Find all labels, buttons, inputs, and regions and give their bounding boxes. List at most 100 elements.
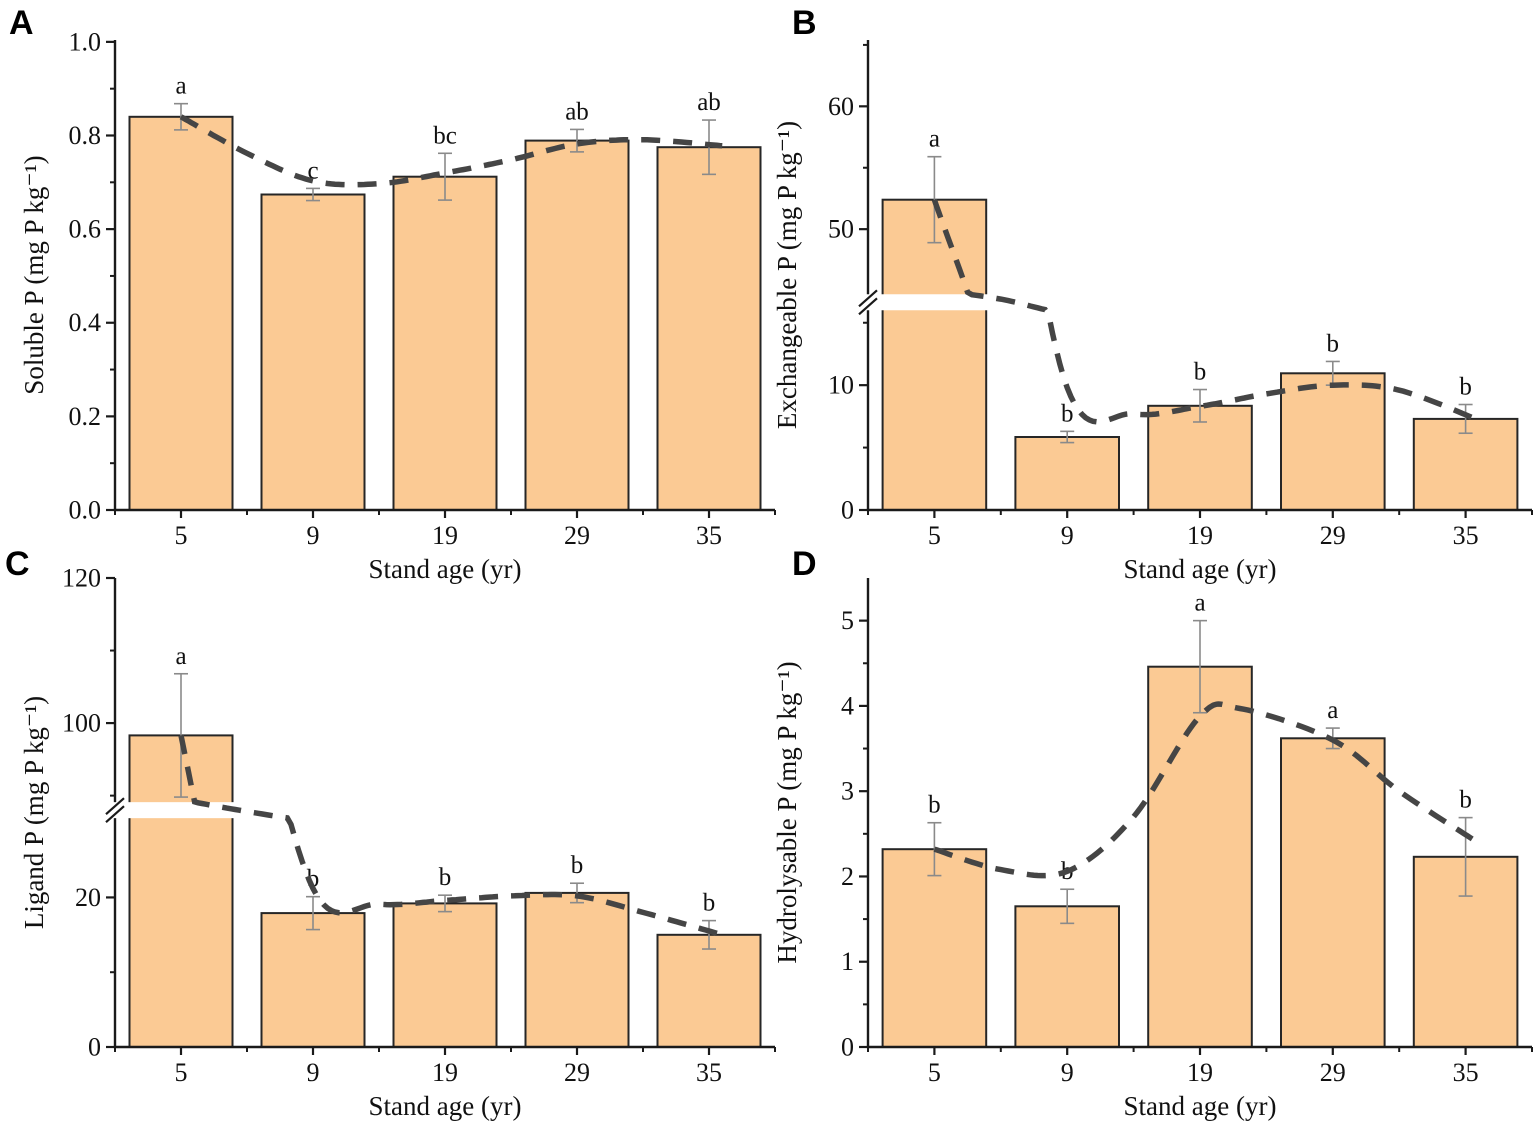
error-bar [702, 919, 716, 950]
axis-break-slash [858, 289, 878, 308]
significance-letter: ab [565, 98, 589, 125]
bar [656, 146, 762, 511]
significance-letter: b [1459, 787, 1472, 814]
panel-label-c: C [5, 545, 30, 583]
y-tick-label: 3 [841, 777, 854, 806]
error-bar [1060, 888, 1075, 925]
error-bar [1060, 430, 1075, 444]
y-tick-label: 4 [841, 691, 854, 720]
x-category-label: 5 [928, 1058, 941, 1087]
x-category-label: 29 [564, 1058, 590, 1087]
y-tick-label: 0.6 [69, 215, 102, 244]
error-bar [1458, 403, 1473, 435]
x-category-label: 35 [1453, 521, 1479, 550]
y-tick-label: 5 [841, 606, 854, 635]
x-category-label: 9 [1061, 1058, 1074, 1087]
x-category-label: 5 [928, 521, 941, 550]
error-bar [1458, 816, 1473, 897]
significance-letter: b [571, 852, 584, 879]
significance-letter: b [1327, 330, 1340, 357]
significance-letter: b [1459, 374, 1472, 401]
bar [881, 848, 988, 1049]
significance-letter: a [929, 126, 940, 153]
significance-letter: ab [697, 89, 721, 116]
error-bar [438, 152, 452, 201]
axis-break-slash [105, 805, 125, 823]
bar [392, 902, 498, 1049]
trend-line [178, 734, 723, 938]
significance-letter: a [1194, 590, 1205, 617]
bar [881, 198, 988, 511]
axis-break-slash [858, 297, 878, 316]
axis-break-band [113, 802, 775, 819]
y-tick-label: 0.2 [69, 402, 102, 431]
x-category-label: 19 [432, 1058, 458, 1087]
axis-break-slash [105, 797, 125, 815]
y-tick-label: 50 [828, 215, 854, 244]
y-tick-label: 0 [841, 496, 854, 525]
y-tick-label: 0.8 [69, 121, 102, 150]
y-tick-label: 120 [62, 564, 101, 593]
bar [656, 933, 762, 1048]
x-axis-title: Stand age (yr) [369, 1091, 522, 1121]
error-bar [927, 155, 942, 244]
significance-letter: b [928, 792, 941, 819]
error-bar [1193, 619, 1207, 714]
y-tick-label: 20 [75, 883, 101, 912]
error-bar [306, 187, 320, 202]
x-category-label: 5 [175, 1058, 188, 1087]
significance-letter: a [175, 73, 186, 100]
x-category-label: 19 [1187, 521, 1213, 550]
error-bar [570, 882, 584, 904]
y-tick-label: 1.0 [69, 27, 102, 56]
y-tick-label: 0.0 [69, 496, 102, 525]
error-bar [1193, 388, 1207, 423]
bar [1014, 436, 1121, 511]
error-bar [174, 102, 188, 131]
significance-letter: a [175, 643, 186, 670]
bar [1280, 372, 1386, 511]
x-category-label: 29 [1320, 521, 1346, 550]
bar [260, 912, 366, 1048]
x-category-label: 9 [1061, 521, 1074, 550]
error-bar [306, 895, 320, 931]
bar [1280, 737, 1386, 1048]
x-category-label: 29 [564, 521, 590, 550]
y-tick-label: 10 [828, 371, 854, 400]
bar [524, 891, 630, 1049]
axis-break-band [866, 294, 1532, 311]
error-bar [438, 894, 452, 913]
x-category-label: 19 [1187, 1058, 1213, 1087]
y-tick-label: 0.4 [69, 308, 102, 337]
x-category-label: 9 [307, 521, 320, 550]
x-category-label: 35 [1453, 1058, 1479, 1087]
panel-label-d: D [792, 545, 817, 583]
x-axis-title: Stand age (yr) [1124, 1091, 1277, 1121]
significance-letter: b [439, 864, 452, 891]
bar [1147, 665, 1253, 1048]
bar [524, 139, 630, 511]
x-category-label: 5 [175, 521, 188, 550]
trend-line [931, 198, 1480, 425]
x-axis-title: Stand age (yr) [369, 554, 522, 584]
y-axis-title: Exchangeable P (mg P kg⁻¹) [772, 121, 802, 429]
x-category-label: 9 [307, 1058, 320, 1087]
y-tick-label: 1 [841, 947, 854, 976]
panel-label-b: B [792, 4, 817, 42]
y-tick-label: 0 [841, 1033, 854, 1062]
panel-b: a 5 b 9 b 19 b 29 b 35 0 10 50 60 Exchangeable P (mg P… [772, 40, 1533, 584]
x-category-label: 35 [696, 1058, 722, 1087]
panel-label-a: A [9, 4, 34, 42]
y-axis-title: Soluble P (mg P kg⁻¹) [19, 155, 49, 394]
x-category-label: 19 [432, 521, 458, 550]
significance-letter: bc [433, 122, 457, 149]
significance-letter: b [703, 890, 716, 917]
x-category-label: 35 [696, 521, 722, 550]
bar [260, 193, 366, 511]
error-bar [927, 821, 942, 877]
x-category-label: 29 [1320, 1058, 1346, 1087]
